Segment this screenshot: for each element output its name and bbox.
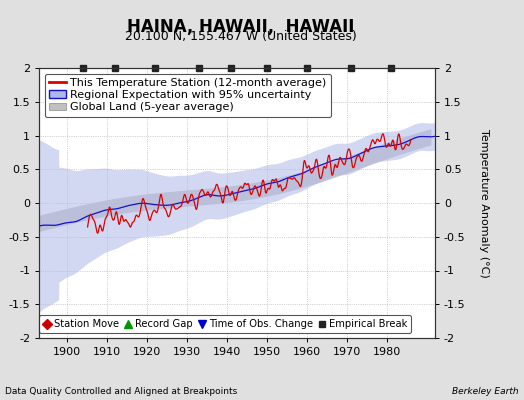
Text: Data Quality Controlled and Aligned at Breakpoints: Data Quality Controlled and Aligned at B… bbox=[5, 387, 237, 396]
Y-axis label: Temperature Anomaly (°C): Temperature Anomaly (°C) bbox=[479, 129, 489, 277]
Text: HAINA, HAWAII,  HAWAII: HAINA, HAWAII, HAWAII bbox=[127, 18, 355, 36]
Legend: Station Move, Record Gap, Time of Obs. Change, Empirical Break: Station Move, Record Gap, Time of Obs. C… bbox=[39, 315, 411, 333]
Text: 20.100 N, 155.467 W (United States): 20.100 N, 155.467 W (United States) bbox=[125, 30, 357, 43]
Text: Berkeley Earth: Berkeley Earth bbox=[452, 387, 519, 396]
